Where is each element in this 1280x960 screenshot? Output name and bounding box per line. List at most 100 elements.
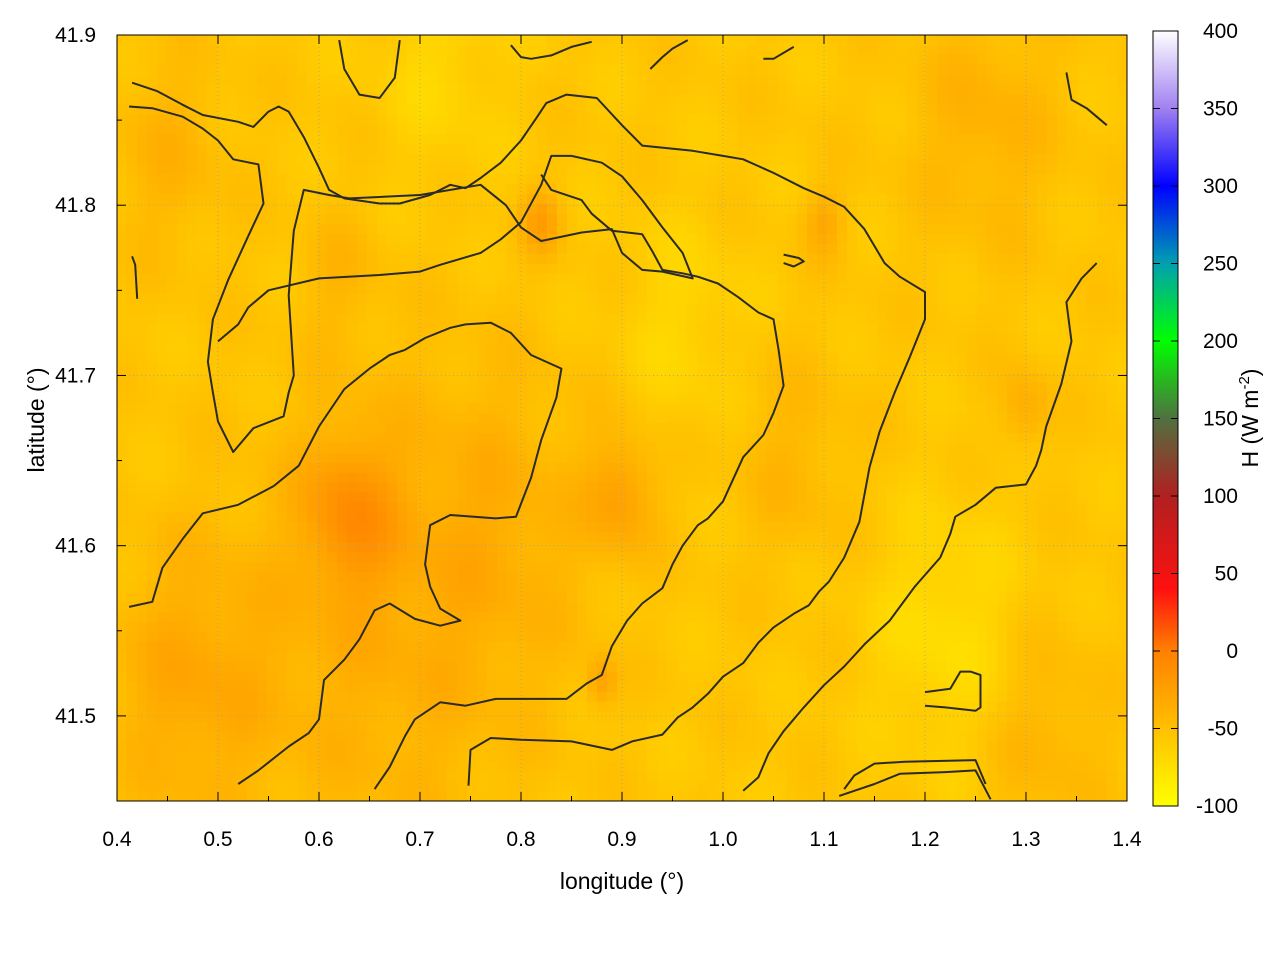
heatmap-cell bbox=[877, 94, 888, 106]
heatmap-cell bbox=[587, 134, 598, 146]
heatmap-cell bbox=[817, 343, 828, 354]
heatmap-cell bbox=[747, 403, 758, 414]
heatmap-cell bbox=[447, 144, 458, 155]
heatmap-cell bbox=[667, 422, 678, 434]
heatmap-cell bbox=[277, 333, 288, 344]
heatmap-cell bbox=[717, 403, 728, 414]
heatmap-cell bbox=[257, 403, 268, 414]
heatmap-cell bbox=[1007, 74, 1018, 86]
heatmap-cell bbox=[497, 313, 508, 325]
heatmap-cell bbox=[537, 492, 548, 504]
heatmap-cell bbox=[1067, 194, 1078, 205]
heatmap-cell bbox=[807, 104, 818, 116]
heatmap-cell bbox=[367, 35, 378, 46]
heatmap-cell bbox=[177, 243, 188, 255]
heatmap-cell bbox=[1007, 413, 1018, 424]
heatmap-cell bbox=[437, 174, 448, 185]
heatmap-cell bbox=[867, 492, 878, 504]
heatmap-cell bbox=[957, 482, 968, 494]
heatmap-cell bbox=[477, 74, 488, 86]
heatmap-cell bbox=[1087, 422, 1098, 434]
heatmap-cell bbox=[637, 283, 648, 295]
heatmap-cell bbox=[1097, 462, 1108, 474]
heatmap-cell bbox=[597, 74, 608, 86]
heatmap-cell bbox=[787, 74, 798, 86]
heatmap-cell bbox=[177, 154, 188, 165]
heatmap-cell bbox=[657, 403, 668, 414]
heatmap-cell bbox=[197, 214, 208, 225]
heatmap-cell bbox=[167, 263, 178, 275]
heatmap-cell bbox=[847, 363, 858, 374]
heatmap-cell bbox=[1057, 333, 1068, 344]
heatmap-cell bbox=[637, 164, 648, 175]
heatmap-cell bbox=[207, 204, 218, 215]
heatmap-cell bbox=[927, 393, 938, 404]
heatmap-cell bbox=[177, 462, 188, 474]
heatmap-cell bbox=[337, 293, 348, 305]
heatmap-cell bbox=[127, 233, 138, 245]
heatmap-cell bbox=[1017, 154, 1028, 165]
heatmap-cell bbox=[557, 184, 568, 195]
heatmap-cell bbox=[117, 154, 128, 165]
heatmap-cell bbox=[267, 333, 278, 344]
heatmap-cell bbox=[607, 343, 618, 354]
heatmap-cell bbox=[377, 413, 388, 424]
heatmap-cell bbox=[377, 393, 388, 404]
heatmap-cell bbox=[407, 104, 418, 116]
heatmap-cell bbox=[347, 243, 358, 255]
heatmap-cell bbox=[757, 204, 768, 215]
heatmap-cell bbox=[857, 154, 868, 165]
heatmap-cell bbox=[1097, 104, 1108, 116]
heatmap-cell bbox=[847, 124, 858, 136]
heatmap-cell bbox=[357, 522, 368, 533]
heatmap-cell bbox=[747, 35, 758, 46]
heatmap-cell bbox=[227, 204, 238, 215]
heatmap-cell bbox=[167, 482, 178, 494]
heatmap-cell bbox=[877, 194, 888, 205]
heatmap-cell bbox=[307, 403, 318, 414]
heatmap-cell bbox=[637, 422, 648, 434]
heatmap-cell bbox=[137, 442, 148, 454]
heatmap-cell bbox=[677, 492, 688, 504]
heatmap-cell bbox=[867, 363, 878, 374]
heatmap-cell bbox=[427, 273, 438, 285]
heatmap-cell bbox=[297, 74, 308, 86]
heatmap-cell bbox=[547, 253, 558, 265]
heatmap-cell bbox=[1037, 214, 1048, 225]
heatmap-cell bbox=[417, 74, 428, 86]
heatmap-cell bbox=[807, 84, 818, 96]
heatmap-cell bbox=[827, 194, 838, 205]
heatmap-cell bbox=[937, 144, 948, 155]
heatmap-cell bbox=[1027, 333, 1038, 344]
heatmap-cell bbox=[497, 174, 508, 185]
heatmap-cell bbox=[797, 452, 808, 464]
heatmap-cell bbox=[317, 214, 328, 225]
heatmap-cell bbox=[767, 283, 778, 295]
heatmap-cell bbox=[777, 323, 788, 335]
heatmap-cell bbox=[337, 303, 348, 315]
heatmap-cell bbox=[607, 174, 618, 185]
heatmap-cell bbox=[977, 104, 988, 116]
heatmap-cell bbox=[517, 303, 528, 315]
heatmap-cell bbox=[1107, 502, 1118, 514]
heatmap-cell bbox=[317, 293, 328, 305]
heatmap-cell bbox=[1057, 472, 1068, 484]
heatmap-cell bbox=[177, 413, 188, 424]
heatmap-cell bbox=[217, 74, 228, 86]
heatmap-cell bbox=[977, 413, 988, 424]
heatmap-cell bbox=[217, 452, 228, 464]
heatmap-cell bbox=[987, 452, 998, 464]
heatmap-cell bbox=[527, 74, 538, 86]
heatmap-cell bbox=[807, 492, 818, 504]
heatmap-cell bbox=[677, 64, 688, 76]
heatmap-cell bbox=[317, 343, 328, 354]
heatmap-cell bbox=[757, 94, 768, 106]
heatmap-cell bbox=[1077, 184, 1088, 195]
heatmap-cell bbox=[697, 432, 708, 444]
heatmap-cell bbox=[797, 363, 808, 374]
heatmap-cell bbox=[427, 492, 438, 504]
heatmap-cell bbox=[967, 243, 978, 255]
heatmap-cell bbox=[1007, 422, 1018, 434]
heatmap-cell bbox=[1017, 422, 1028, 434]
heatmap-cell bbox=[817, 353, 828, 364]
